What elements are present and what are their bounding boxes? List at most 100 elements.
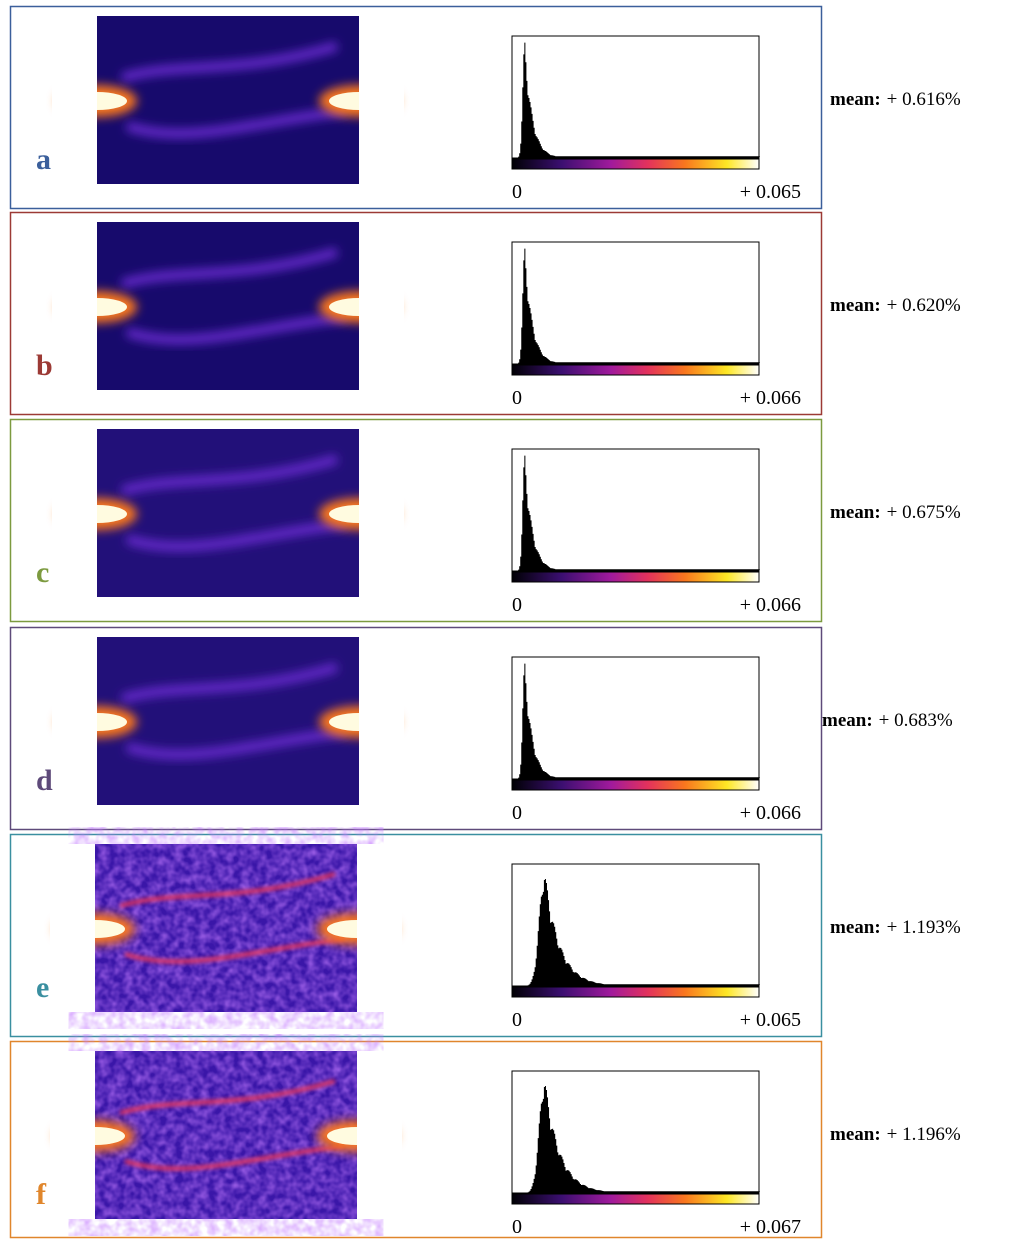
colorbar <box>511 158 760 170</box>
panel-label: d <box>36 764 53 797</box>
panel-border <box>9 1040 823 1239</box>
histogram <box>512 42 761 159</box>
panel-border <box>9 211 823 416</box>
heatmap-band <box>120 662 339 704</box>
colorbar-min: 0 <box>512 1216 522 1238</box>
colorbar <box>511 364 760 376</box>
mean-text: mean: + 0.616% <box>830 89 961 110</box>
colorbar-min: 0 <box>512 1009 522 1031</box>
heatmap <box>52 429 404 597</box>
panel: a 0 + 0.065 mean: + 0.616% <box>9 5 961 210</box>
colorbar <box>511 571 760 583</box>
panel: b 0 + 0.066 mean: + 0.620% <box>9 211 961 416</box>
heatmap-band <box>125 519 348 551</box>
colorbar-min: 0 <box>512 594 522 616</box>
colorbar <box>511 986 760 998</box>
histogram <box>512 248 761 364</box>
heatmap <box>52 222 404 390</box>
colorbar <box>511 779 760 791</box>
heatmap-mask <box>357 1051 402 1219</box>
panel-label: c <box>36 556 49 589</box>
mean-label: mean: <box>830 917 881 938</box>
heatmap-band <box>119 872 336 908</box>
panel: f 0 + 0.067 mean: + 1.196% <box>9 1040 961 1239</box>
colorbar-max: + 0.066 <box>740 594 801 616</box>
histogram-frame <box>511 448 760 572</box>
heatmap <box>50 1051 402 1219</box>
histogram-frame <box>511 35 760 159</box>
heatmap-noise <box>95 1051 357 1219</box>
heatmap <box>52 16 404 184</box>
heatmap-mask <box>359 222 404 390</box>
heatmap-band <box>125 727 348 759</box>
heatmap-mask <box>52 637 97 805</box>
heatmap-band <box>125 312 348 344</box>
colorbar-min: 0 <box>512 181 522 203</box>
panel-label: b <box>36 349 53 382</box>
histogram <box>512 879 761 986</box>
panel-label: a <box>36 143 51 176</box>
mean-text: mean: + 1.196% <box>830 1124 961 1145</box>
panel-border <box>9 418 823 623</box>
panel-label: f <box>36 1178 47 1211</box>
heatmap-mask <box>50 844 95 1012</box>
mean-value: + 0.616% <box>887 89 961 110</box>
panel-border <box>9 626 823 831</box>
mean-text: mean: + 0.620% <box>830 295 961 316</box>
heatmap-band <box>124 1144 346 1171</box>
panel: e 0 + 0.065 mean: + 1.193% <box>9 833 961 1038</box>
heatmap-mask <box>357 844 402 1012</box>
colorbar-max: + 0.066 <box>740 387 801 409</box>
mean-label: mean: <box>830 89 881 110</box>
colorbar-max: + 0.065 <box>740 181 801 203</box>
mean-value: + 0.620% <box>887 295 961 316</box>
colorbar-max: + 0.067 <box>740 1216 801 1238</box>
heatmap-band <box>124 937 346 964</box>
heatmap-band <box>125 106 348 138</box>
colorbar-max: + 0.065 <box>740 1009 801 1031</box>
heatmap-band <box>120 41 339 83</box>
histogram-frame <box>511 656 760 780</box>
heatmap <box>50 844 402 1012</box>
mean-text: mean: + 0.675% <box>830 502 961 523</box>
colorbar-max: + 0.066 <box>740 802 801 824</box>
heatmap-bg <box>97 429 359 597</box>
mean-label: mean: <box>830 1124 881 1145</box>
heatmap-band <box>120 247 339 289</box>
heatmap-mask <box>359 16 404 184</box>
heatmap-bg <box>97 16 359 184</box>
colorbar <box>511 1193 760 1205</box>
heatmap-mask <box>359 429 404 597</box>
heatmap-bg <box>97 637 359 805</box>
mean-label: mean: <box>830 502 881 523</box>
histogram <box>512 1086 761 1193</box>
heatmap-bg <box>97 222 359 390</box>
heatmap-mask <box>359 637 404 805</box>
heatmap-mask <box>52 16 97 184</box>
mean-value: + 0.675% <box>887 502 961 523</box>
panel-border <box>9 5 823 210</box>
heatmap-mask <box>52 429 97 597</box>
heatmap-mask <box>50 1051 95 1219</box>
heatmap-band <box>120 454 339 496</box>
panel: c 0 + 0.066 mean: + 0.675% <box>9 418 961 623</box>
heatmap-band <box>119 1079 336 1115</box>
heatmap <box>52 637 404 805</box>
mean-label: mean: <box>822 710 873 731</box>
mean-value: + 0.683% <box>879 710 953 731</box>
colorbar-min: 0 <box>512 387 522 409</box>
mean-label: mean: <box>830 295 881 316</box>
heatmap-mask <box>52 222 97 390</box>
histogram <box>512 455 761 571</box>
mean-value: + 1.193% <box>887 917 961 938</box>
heatmap-noise <box>95 844 357 1012</box>
colorbar-min: 0 <box>512 802 522 824</box>
mean-value: + 1.196% <box>887 1124 961 1145</box>
mean-text: mean: + 1.193% <box>830 917 961 938</box>
panel-border <box>9 833 823 1038</box>
panel-label: e <box>36 971 49 1004</box>
histogram-frame <box>511 241 760 365</box>
histogram <box>512 663 761 779</box>
panel: d 0 + 0.066 mean: + 0.683% <box>9 626 953 831</box>
